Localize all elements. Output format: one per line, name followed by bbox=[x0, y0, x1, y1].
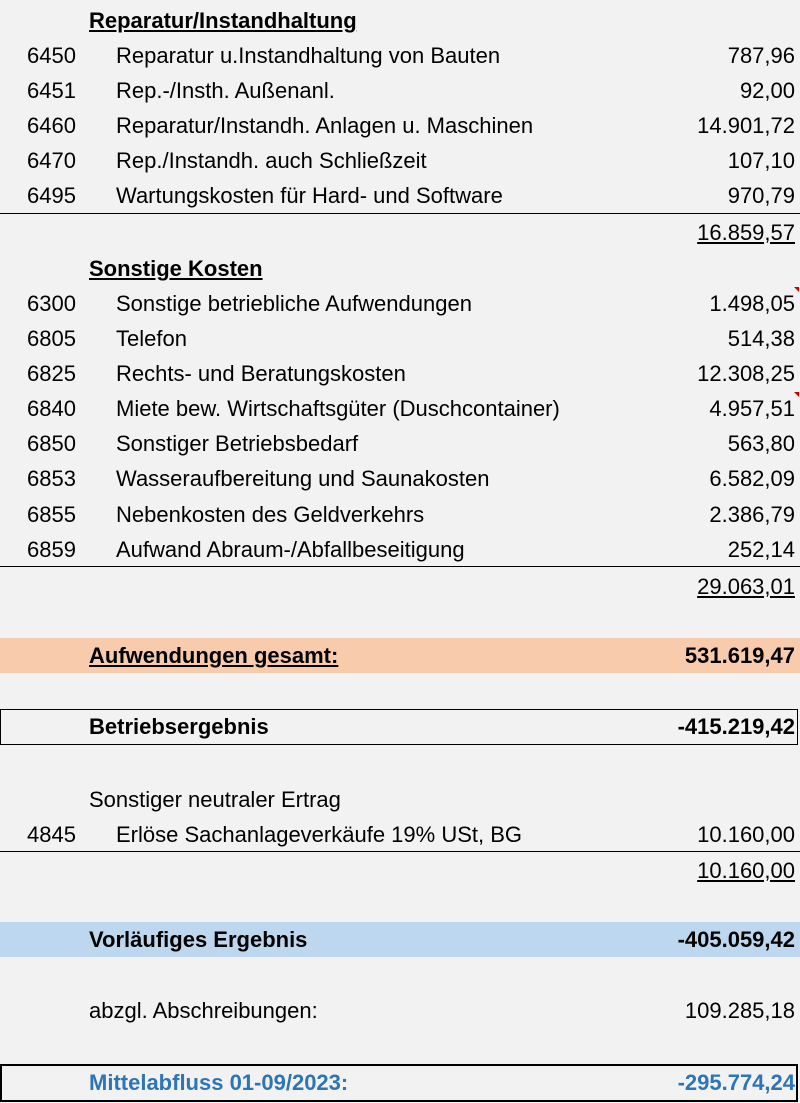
cash-outflow-amount: -295.774,24 bbox=[677, 1070, 795, 1095]
account-amount: 14.901,72 bbox=[697, 113, 795, 138]
account-number: 6495 bbox=[27, 183, 76, 208]
table-row: 6470 Rep./Instandh. auch Schließzeit 107… bbox=[0, 143, 800, 178]
account-label: Wartungskosten für Hard- und Software bbox=[116, 183, 503, 208]
account-number: 6451 bbox=[27, 78, 76, 103]
account-label: Miete bew. Wirtschaftsgüter (Duschcontai… bbox=[116, 396, 560, 421]
account-number: 6805 bbox=[27, 326, 76, 351]
table-row: 6855 Nebenkosten des Geldverkehrs 2.386,… bbox=[0, 497, 800, 532]
table-row: 6853 Wasseraufbereitung und Saunakosten … bbox=[0, 461, 800, 496]
section-divider bbox=[0, 851, 800, 852]
account-amount: 787,96 bbox=[727, 43, 795, 68]
section-heading-other-costs-row: Sonstige Kosten bbox=[0, 251, 800, 286]
account-number: 6853 bbox=[27, 466, 76, 491]
subtotal-row-repair: 16.859,57 bbox=[0, 215, 800, 250]
section-heading-other-costs: Sonstige Kosten bbox=[89, 256, 263, 281]
account-number: 6450 bbox=[27, 43, 76, 68]
table-row: 6825 Rechts- und Beratungskosten 12.308,… bbox=[0, 356, 800, 391]
operating-result-label: Betriebsergebnis bbox=[89, 714, 269, 739]
account-label: Erlöse Sachanlageverkäufe 19% USt, BG bbox=[116, 822, 523, 847]
table-row: 6495 Wartungskosten für Hard- und Softwa… bbox=[0, 178, 800, 213]
section-heading-neutral-income: Sonstiger neutraler Ertrag bbox=[89, 787, 341, 812]
account-number: 6859 bbox=[27, 537, 76, 562]
account-amount: 1.498,05 bbox=[709, 291, 795, 316]
account-label: Rep.-/Insth. Außenanl. bbox=[116, 78, 335, 103]
cash-outflow-label: Mittelabfluss 01-09/2023: bbox=[89, 1070, 349, 1095]
preliminary-result-amount: -405.059,42 bbox=[677, 927, 795, 952]
subtotal-row-other-costs: 29.063,01 bbox=[0, 569, 800, 604]
subtotal-other-costs: 29.063,01 bbox=[697, 574, 795, 599]
account-amount: 4.957,51 bbox=[709, 396, 795, 421]
account-label: Reparatur u.Instandhaltung von Bauten bbox=[116, 43, 501, 68]
account-amount: 2.386,79 bbox=[709, 502, 795, 527]
account-number: 6300 bbox=[27, 291, 76, 316]
table-row: 6300 Sonstige betriebliche Aufwendungen … bbox=[0, 286, 800, 321]
comment-indicator-icon[interactable] bbox=[794, 392, 799, 397]
account-label: Rep./Instandh. auch Schließzeit bbox=[116, 148, 427, 173]
operating-result-row: Betriebsergebnis -415.219,42 bbox=[0, 709, 800, 744]
account-label: Nebenkosten des Geldverkehrs bbox=[116, 502, 425, 527]
account-amount: 12.308,25 bbox=[697, 361, 795, 386]
account-number: 6850 bbox=[27, 431, 76, 456]
depreciation-amount: 109.285,18 bbox=[684, 998, 795, 1023]
expenses-total-amount: 531.619,47 bbox=[684, 643, 795, 668]
table-row: 6450 Reparatur u.Instandhaltung von Baut… bbox=[0, 38, 800, 73]
account-label: Sonstiger Betriebsbedarf bbox=[116, 431, 359, 456]
account-number: 6460 bbox=[27, 113, 76, 138]
table-row: 6451 Rep.-/Insth. Außenanl. 92,00 bbox=[0, 73, 800, 108]
account-number: 4845 bbox=[27, 822, 76, 847]
subtotal-neutral-income: 10.160,00 bbox=[697, 858, 795, 883]
table-row: 6805 Telefon 514,38 bbox=[0, 321, 800, 356]
depreciation-row: abzgl. Abschreibungen: 109.285,18 bbox=[0, 993, 800, 1028]
account-label: Reparatur/Instandh. Anlagen u. Maschinen bbox=[116, 113, 534, 138]
account-amount: 514,38 bbox=[727, 326, 795, 351]
section-divider bbox=[0, 566, 800, 567]
table-row: 6840 Miete bew. Wirtschaftsgüter (Duschc… bbox=[0, 391, 800, 426]
operating-result-box bbox=[0, 709, 798, 745]
comment-indicator-icon[interactable] bbox=[794, 287, 799, 292]
section-heading-repair: Reparatur/Instandhaltung bbox=[89, 8, 357, 33]
account-amount: 6.582,09 bbox=[709, 466, 795, 491]
table-row: 6859 Aufwand Abraum-/Abfallbeseitigung 2… bbox=[0, 532, 800, 567]
account-label: Wasseraufbereitung und Saunakosten bbox=[116, 466, 490, 491]
account-number: 6840 bbox=[27, 396, 76, 421]
depreciation-label: abzgl. Abschreibungen: bbox=[89, 998, 318, 1023]
subtotal-row-neutral-income: 10.160,00 bbox=[0, 853, 800, 888]
preliminary-result-label: Vorläufiges Ergebnis bbox=[89, 927, 308, 952]
expenses-total-row: Aufwendungen gesamt: 531.619,47 bbox=[0, 638, 800, 673]
account-label: Telefon bbox=[116, 326, 187, 351]
section-heading-repair-row: Reparatur/Instandhaltung bbox=[0, 3, 800, 38]
account-amount: 107,10 bbox=[727, 148, 795, 173]
subtotal-repair: 16.859,57 bbox=[697, 220, 795, 245]
expenses-total-band bbox=[0, 638, 800, 673]
account-label: Sonstige betriebliche Aufwendungen bbox=[116, 291, 472, 316]
account-amount: 563,80 bbox=[727, 431, 795, 456]
account-amount: 970,79 bbox=[727, 183, 795, 208]
account-label: Rechts- und Beratungskosten bbox=[116, 361, 406, 386]
account-label: Aufwand Abraum-/Abfallbeseitigung bbox=[116, 537, 465, 562]
account-number: 6825 bbox=[27, 361, 76, 386]
table-row: 6850 Sonstiger Betriebsbedarf 563,80 bbox=[0, 426, 800, 461]
expenses-total-label: Aufwendungen gesamt: bbox=[89, 643, 339, 668]
preliminary-result-row: Vorläufiges Ergebnis -405.059,42 bbox=[0, 922, 800, 957]
cash-outflow-row: Mittelabfluss 01-09/2023: -295.774,24 bbox=[0, 1065, 800, 1100]
account-amount: 252,14 bbox=[727, 537, 795, 562]
account-amount: 92,00 bbox=[739, 78, 795, 103]
table-row: 4845 Erlöse Sachanlageverkäufe 19% USt, … bbox=[0, 817, 800, 852]
section-heading-neutral-income-row: Sonstiger neutraler Ertrag bbox=[0, 782, 800, 817]
account-number: 6470 bbox=[27, 148, 76, 173]
operating-result-amount: -415.219,42 bbox=[677, 714, 795, 739]
cash-outflow-box bbox=[0, 1064, 798, 1102]
table-row: 6460 Reparatur/Instandh. Anlagen u. Masc… bbox=[0, 108, 800, 143]
account-amount: 10.160,00 bbox=[697, 822, 795, 847]
section-divider bbox=[0, 213, 800, 214]
account-number: 6855 bbox=[27, 502, 76, 527]
preliminary-result-band bbox=[0, 922, 800, 957]
